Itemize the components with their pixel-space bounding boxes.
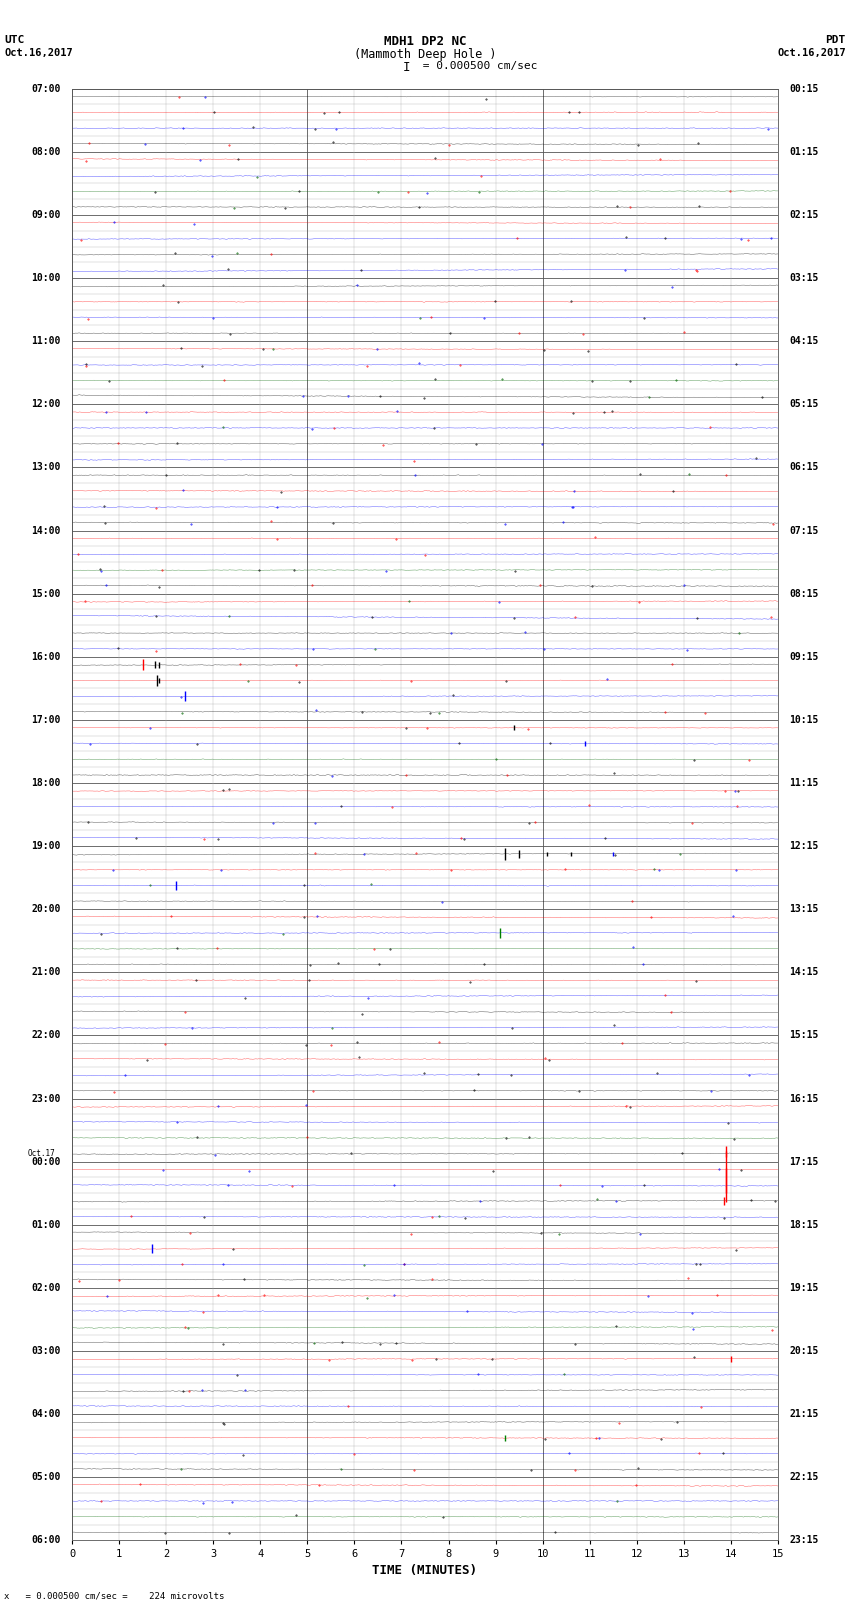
Text: 10:00: 10:00 — [31, 273, 60, 282]
Text: 19:15: 19:15 — [790, 1282, 819, 1294]
Text: 01:00: 01:00 — [31, 1219, 60, 1229]
Text: 02:00: 02:00 — [31, 1282, 60, 1294]
Text: 17:00: 17:00 — [31, 715, 60, 724]
Text: UTC: UTC — [4, 35, 25, 45]
Text: 15:00: 15:00 — [31, 589, 60, 598]
X-axis label: TIME (MINUTES): TIME (MINUTES) — [372, 1563, 478, 1576]
Text: 14:00: 14:00 — [31, 526, 60, 536]
Text: 02:15: 02:15 — [790, 210, 819, 219]
Text: (Mammoth Deep Hole ): (Mammoth Deep Hole ) — [354, 48, 496, 61]
Text: 21:00: 21:00 — [31, 968, 60, 977]
Text: 10:15: 10:15 — [790, 715, 819, 724]
Text: 15:15: 15:15 — [790, 1031, 819, 1040]
Text: 06:15: 06:15 — [790, 463, 819, 473]
Text: Oct.16,2017: Oct.16,2017 — [4, 48, 73, 58]
Text: 19:00: 19:00 — [31, 840, 60, 852]
Text: I: I — [403, 61, 410, 74]
Text: 08:15: 08:15 — [790, 589, 819, 598]
Text: 22:15: 22:15 — [790, 1473, 819, 1482]
Text: 22:00: 22:00 — [31, 1031, 60, 1040]
Text: 07:00: 07:00 — [31, 84, 60, 94]
Text: 23:00: 23:00 — [31, 1094, 60, 1103]
Text: 16:00: 16:00 — [31, 652, 60, 661]
Text: 04:15: 04:15 — [790, 336, 819, 347]
Text: 04:00: 04:00 — [31, 1410, 60, 1419]
Text: Oct.16,2017: Oct.16,2017 — [777, 48, 846, 58]
Text: 09:00: 09:00 — [31, 210, 60, 219]
Text: 00:00: 00:00 — [31, 1157, 60, 1166]
Text: 21:15: 21:15 — [790, 1410, 819, 1419]
Text: 11:15: 11:15 — [790, 777, 819, 789]
Text: = 0.000500 cm/sec: = 0.000500 cm/sec — [416, 61, 538, 71]
Text: 23:15: 23:15 — [790, 1536, 819, 1545]
Text: 07:15: 07:15 — [790, 526, 819, 536]
Text: 12:00: 12:00 — [31, 400, 60, 410]
Text: 08:00: 08:00 — [31, 147, 60, 156]
Text: 13:15: 13:15 — [790, 905, 819, 915]
Text: PDT: PDT — [825, 35, 846, 45]
Text: 17:15: 17:15 — [790, 1157, 819, 1166]
Text: 03:00: 03:00 — [31, 1347, 60, 1357]
Text: x   = 0.000500 cm/sec =    224 microvolts: x = 0.000500 cm/sec = 224 microvolts — [4, 1590, 224, 1600]
Text: 03:15: 03:15 — [790, 273, 819, 282]
Text: 05:00: 05:00 — [31, 1473, 60, 1482]
Text: 01:15: 01:15 — [790, 147, 819, 156]
Text: 05:15: 05:15 — [790, 400, 819, 410]
Text: 11:00: 11:00 — [31, 336, 60, 347]
Text: 14:15: 14:15 — [790, 968, 819, 977]
Text: 12:15: 12:15 — [790, 840, 819, 852]
Text: 18:00: 18:00 — [31, 777, 60, 789]
Text: 18:15: 18:15 — [790, 1219, 819, 1229]
Text: MDH1 DP2 NC: MDH1 DP2 NC — [383, 35, 467, 48]
Text: 20:15: 20:15 — [790, 1347, 819, 1357]
Text: 00:15: 00:15 — [790, 84, 819, 94]
Text: 06:00: 06:00 — [31, 1536, 60, 1545]
Text: Oct.17: Oct.17 — [28, 1148, 56, 1158]
Text: 16:15: 16:15 — [790, 1094, 819, 1103]
Text: 13:00: 13:00 — [31, 463, 60, 473]
Text: 20:00: 20:00 — [31, 905, 60, 915]
Text: 09:15: 09:15 — [790, 652, 819, 661]
